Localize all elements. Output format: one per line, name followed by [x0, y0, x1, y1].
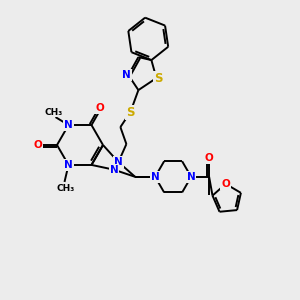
- Text: S: S: [126, 106, 135, 118]
- Text: O: O: [221, 179, 230, 189]
- Text: N: N: [64, 120, 73, 130]
- Text: CH₃: CH₃: [56, 184, 75, 194]
- Text: N: N: [110, 165, 118, 175]
- Text: CH₃: CH₃: [44, 108, 63, 117]
- Text: N: N: [151, 172, 160, 182]
- Text: N: N: [64, 160, 73, 170]
- Text: N: N: [122, 70, 131, 80]
- Text: O: O: [205, 153, 214, 163]
- Text: S: S: [154, 72, 163, 85]
- Text: N: N: [187, 172, 196, 182]
- Text: O: O: [34, 140, 42, 150]
- Text: O: O: [95, 103, 104, 113]
- Text: N: N: [114, 157, 123, 167]
